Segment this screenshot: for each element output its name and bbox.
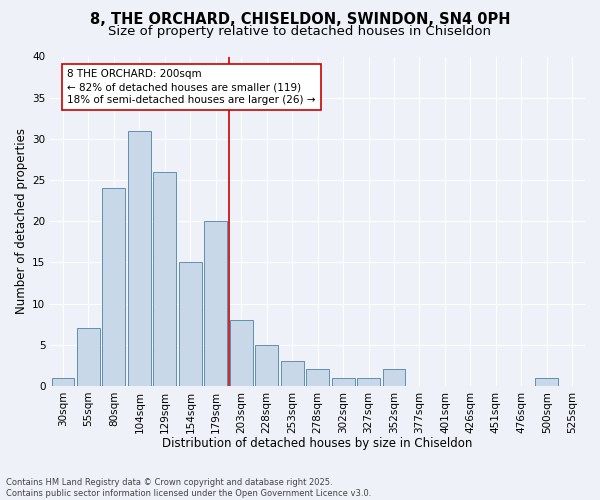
Bar <box>383 370 406 386</box>
Bar <box>179 262 202 386</box>
Bar <box>535 378 558 386</box>
Bar <box>205 221 227 386</box>
Text: 8 THE ORCHARD: 200sqm
← 82% of detached houses are smaller (119)
18% of semi-det: 8 THE ORCHARD: 200sqm ← 82% of detached … <box>67 69 316 106</box>
Bar <box>128 130 151 386</box>
Text: Contains HM Land Registry data © Crown copyright and database right 2025.
Contai: Contains HM Land Registry data © Crown c… <box>6 478 371 498</box>
Bar <box>103 188 125 386</box>
Bar <box>332 378 355 386</box>
Bar <box>77 328 100 386</box>
Bar <box>52 378 74 386</box>
Bar <box>306 370 329 386</box>
X-axis label: Distribution of detached houses by size in Chiseldon: Distribution of detached houses by size … <box>163 437 473 450</box>
Text: 8, THE ORCHARD, CHISELDON, SWINDON, SN4 0PH: 8, THE ORCHARD, CHISELDON, SWINDON, SN4 … <box>90 12 510 28</box>
Bar <box>154 172 176 386</box>
Y-axis label: Number of detached properties: Number of detached properties <box>15 128 28 314</box>
Bar <box>281 361 304 386</box>
Bar <box>230 320 253 386</box>
Text: Size of property relative to detached houses in Chiseldon: Size of property relative to detached ho… <box>109 25 491 38</box>
Bar <box>255 344 278 386</box>
Bar <box>357 378 380 386</box>
